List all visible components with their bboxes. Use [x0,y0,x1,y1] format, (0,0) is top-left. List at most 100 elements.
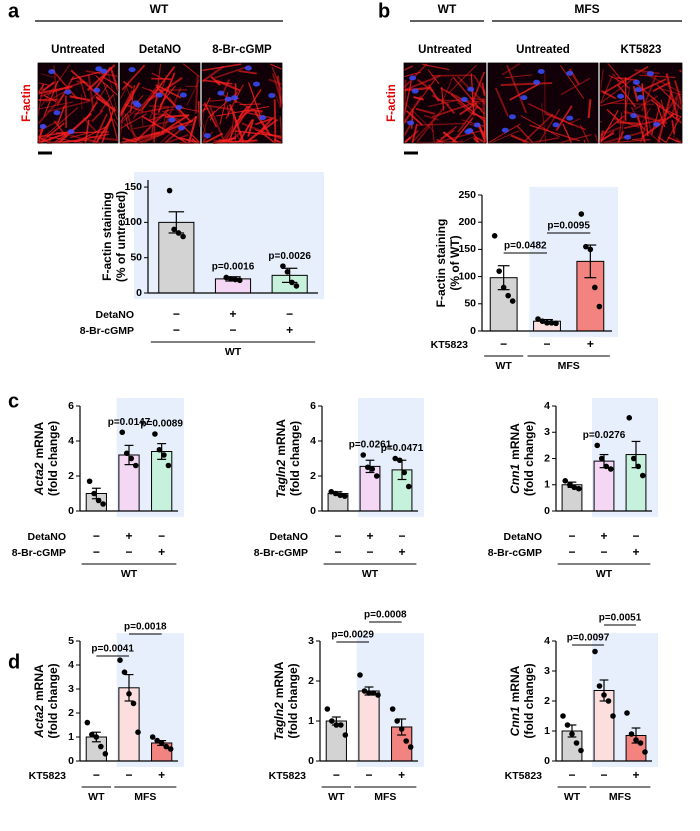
actin-fiber [630,106,645,130]
condition-sign: − [366,545,373,559]
data-point [328,488,335,495]
actin-fiber [92,113,108,144]
actin-fiber [272,72,283,105]
group-label: MFS [134,791,156,803]
condition-sign: + [398,768,405,782]
data-point [123,450,130,457]
actin-fiber [124,103,144,113]
nucleus [630,113,638,119]
actin-fiber [639,120,648,144]
condition-label: KT5823 [505,770,543,782]
condition-sign: − [600,545,607,559]
actin-fiber [203,132,224,144]
data-point [637,740,644,746]
actin-fiber [227,130,243,144]
panel-letter: a [8,0,20,22]
actin-fiber [417,122,466,126]
actin-fiber [413,96,424,101]
actin-fiber [209,105,226,144]
actin-fiber [618,112,623,144]
data-point [364,464,371,471]
actin-fiber [506,65,527,114]
y-tick-label: 150 [458,243,476,255]
actin-fiber [119,81,130,100]
data-point [332,490,339,497]
actin-fiber [151,72,164,80]
nucleus [411,88,419,94]
group-label: WT [564,791,581,803]
nucleus [467,86,475,92]
actin-fiber [274,92,280,104]
actin-fiber [101,76,119,87]
y-tick-label: 50 [464,298,476,310]
y-axis-label: (% of untreated) [114,191,128,282]
actin-fiber [509,83,540,101]
data-point [289,279,295,286]
data-point [539,318,546,325]
condition-sign: − [568,768,575,782]
condition-sign: − [93,529,100,543]
data-point [86,478,93,485]
nucleus [566,115,574,121]
actin-fiber [667,136,683,144]
data-point [642,749,648,755]
y-axis-label-text: mRNA [508,665,522,702]
y-axis-label-gene: Acta2 [32,462,46,496]
condition-sign: − [158,529,165,543]
nucleus [64,89,72,95]
actin-fiber [663,108,683,118]
actin-fiber [39,122,65,144]
actin-fiber [260,131,276,144]
condition-sign: − [568,529,575,543]
nucleus [128,67,136,73]
data-point [227,276,234,282]
actin-fiber [43,80,59,117]
y-axis-label-gene: Tagln2 [272,702,286,741]
y-tick-label: 6 [310,400,316,412]
actin-fiber [238,119,254,142]
actin-fiber [165,134,189,144]
micrograph [598,62,683,144]
actin-fiber [431,74,474,77]
actin-fiber [410,109,414,129]
condition-sign: − [365,768,372,782]
group-label: MFS [609,791,631,803]
y-tick-label: 4 [310,435,316,447]
bar [151,451,173,512]
y-axis-label: (fold change) [522,421,536,496]
data-point [161,452,167,458]
data-point [578,211,585,217]
actin-fiber [652,81,671,92]
data-point [163,743,169,750]
actin-fiber [428,84,440,102]
actin-fiber [639,74,676,79]
data-point [626,415,633,421]
condition-sign: + [587,337,594,351]
micrograph-frame [37,62,119,144]
actin-fiber [119,108,125,139]
actin-fiber [451,117,474,144]
data-point [624,710,630,716]
y-tick-label: 6 [68,400,74,412]
data-point [341,493,348,499]
y-tick-label: 100 [458,270,476,282]
actin-fiber [427,69,440,85]
actin-fiber [201,109,205,126]
column-label: 8-Br-cGMP [212,44,272,56]
y-tick-label: 5 [68,635,74,647]
condition-sign: − [398,529,405,543]
data-point [84,719,91,726]
data-point [121,669,128,675]
actin-fiber [529,137,559,144]
actin-fiber [583,139,586,144]
p-value: p=0.0029 [331,630,374,641]
actin-fiber [599,75,613,106]
actin-fiber [641,83,649,137]
y-tick-label: 2 [544,695,550,707]
actin-fiber [487,123,521,144]
actin-fiber [431,123,435,144]
condition-label: KT5823 [431,339,469,351]
data-point [369,466,376,472]
data-point [333,722,340,728]
actin-fiber [598,130,604,144]
